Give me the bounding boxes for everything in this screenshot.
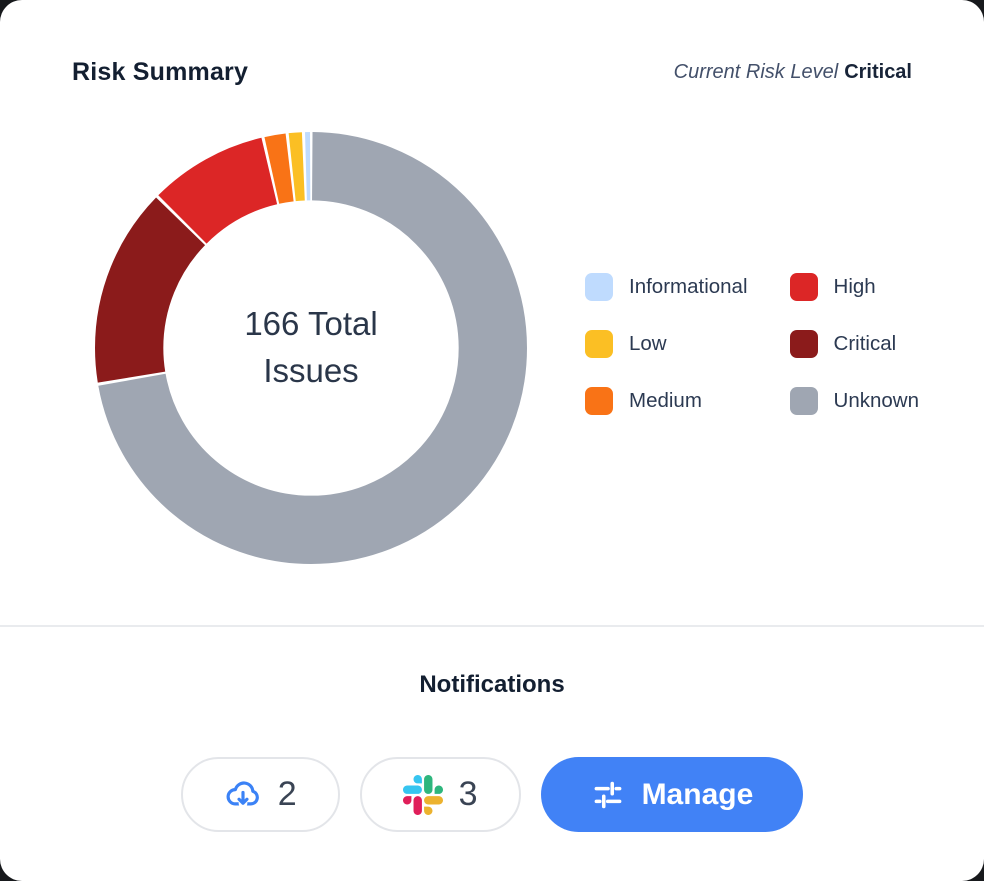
legend-label: High	[833, 275, 876, 298]
legend-item-medium[interactable]: Medium	[585, 387, 748, 415]
manage-button-label: Manage	[641, 777, 754, 811]
sliders-icon	[591, 778, 625, 812]
donut-segment-critical[interactable]	[95, 132, 527, 564]
donut-svg[interactable]	[95, 132, 527, 564]
legend-label: Informational	[629, 275, 748, 298]
page-title: Risk Summary	[72, 58, 249, 86]
manage-button[interactable]: Manage	[540, 757, 804, 832]
legend-item-low[interactable]: Low	[585, 330, 748, 358]
slack-icon	[402, 774, 443, 815]
risk-level-value: Critical	[844, 61, 912, 83]
slack-notifications-badge[interactable]: 3	[359, 757, 521, 832]
risk-level-label: Current Risk Level	[673, 61, 839, 83]
notifications-title: Notifications	[419, 671, 565, 698]
legend-label: Low	[629, 332, 667, 355]
chart-legend: Informational Low Medium High Critical U…	[585, 273, 919, 415]
cloud-notification-count: 2	[277, 775, 297, 813]
legend-swatch-high	[789, 273, 818, 301]
cloud-download-icon	[224, 776, 262, 814]
legend-label: Unknown	[833, 389, 919, 412]
legend-swatch-unknown	[789, 387, 818, 415]
legend-label: Medium	[629, 389, 702, 412]
legend-item-informational[interactable]: Informational	[585, 273, 748, 301]
legend-item-critical[interactable]: Critical	[789, 330, 919, 358]
legend-swatch-low	[585, 330, 613, 358]
legend-swatch-informational	[585, 273, 613, 301]
cloud-notifications-badge[interactable]: 2	[180, 757, 340, 832]
legend-swatch-medium	[585, 387, 613, 415]
slack-notification-count: 3	[458, 775, 478, 813]
section-divider	[0, 625, 984, 627]
risk-donut-chart[interactable]: 166 Total Issues	[95, 132, 527, 564]
donut-segment-unknown[interactable]	[95, 132, 527, 564]
legend-swatch-critical	[789, 330, 818, 358]
legend-item-high[interactable]: High	[789, 273, 919, 301]
notifications-buttons-row: 2 3	[0, 757, 984, 832]
legend-item-unknown[interactable]: Unknown	[789, 387, 919, 415]
donut-center-label: 166 Total Issues	[244, 305, 378, 389]
current-risk-level: Current Risk Level Critical	[674, 61, 912, 84]
legend-label: Critical	[833, 332, 897, 355]
